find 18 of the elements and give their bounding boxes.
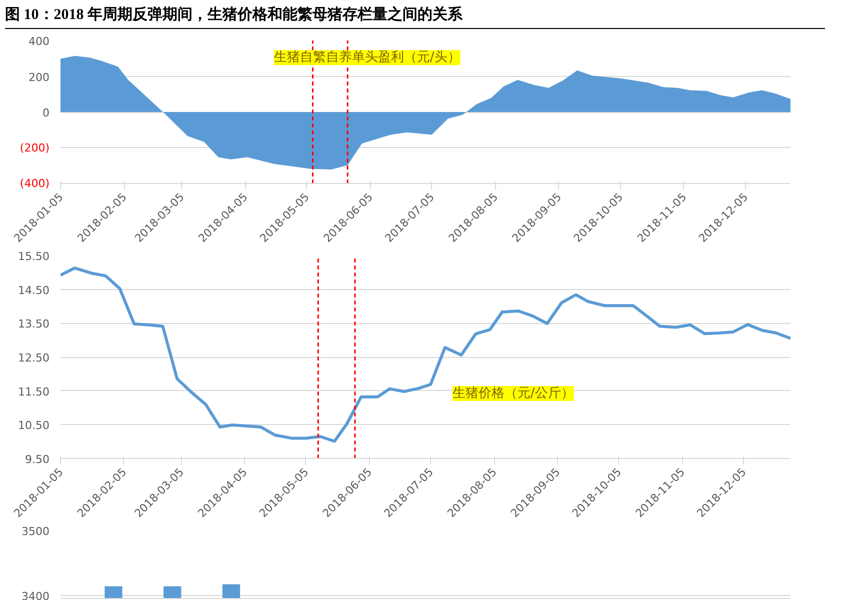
y-tick-label: 9.50 [25, 453, 50, 466]
y-tick-label: 12.50 [18, 352, 50, 364]
y-tick-label: 13.50 [18, 318, 50, 331]
chart-title: 图 10：2018 年周期反弹期间，生猪价格和能繁母猪存栏量之间的关系 [5, 5, 462, 25]
y-tick-label: 3400 [22, 590, 50, 600]
y-tick-label: 11.50 [18, 385, 50, 398]
y-tick-label: 3500 [22, 525, 50, 538]
y-tick-label: 15.50 [18, 250, 50, 263]
series-label: 生猪价格（元/公斤） [452, 386, 574, 402]
y-tick-label: 200 [28, 70, 50, 84]
y-tick-label: 0 [42, 106, 50, 120]
line-series [60, 266, 790, 443]
y-tick-label: 10.50 [18, 419, 50, 432]
y-tick-label: 14.50 [18, 284, 50, 297]
y-tick-label: 400 [28, 35, 50, 48]
y-tick-label: (400) [20, 177, 50, 190]
y-tick-label: (200) [20, 141, 50, 154]
text: 生猪自繁自养单头盈利（元/头） [274, 49, 460, 66]
